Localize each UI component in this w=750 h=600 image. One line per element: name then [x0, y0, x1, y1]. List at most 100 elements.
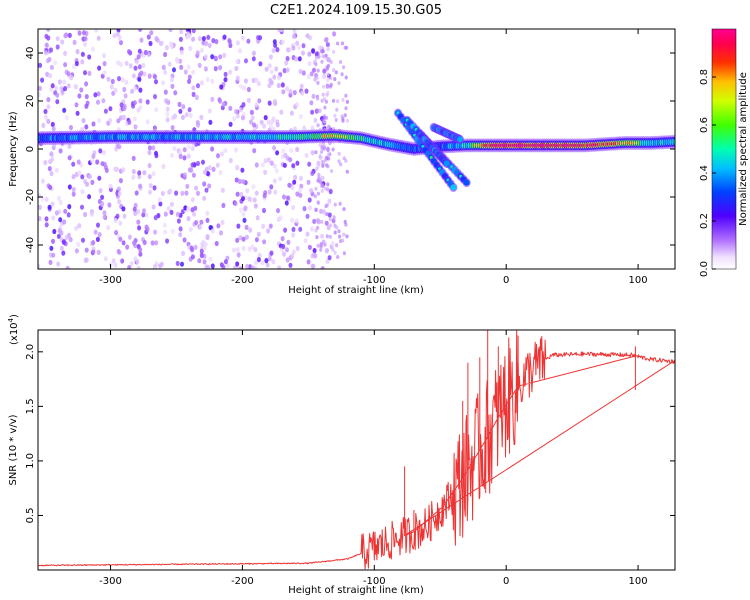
noise-cell — [117, 199, 122, 205]
noise-cell — [51, 126, 56, 132]
noise-cell — [137, 64, 142, 70]
noise-cell — [127, 234, 132, 240]
noise-cell — [58, 148, 63, 154]
noise-cell — [221, 101, 226, 107]
noise-cell — [197, 258, 202, 264]
noise-cell — [269, 250, 274, 256]
noise-cell — [238, 235, 243, 241]
noise-cell — [321, 49, 325, 54]
noise-cell — [332, 215, 336, 220]
noise-cell — [293, 126, 297, 132]
noise-cell — [322, 68, 327, 74]
noise-cell — [145, 226, 150, 232]
noise-cell — [48, 184, 53, 191]
noise-cell — [62, 79, 67, 85]
noise-cell — [319, 244, 323, 249]
noise-cell — [46, 104, 51, 110]
noise-cell — [81, 237, 85, 243]
noise-cell — [154, 107, 159, 113]
noise-cell — [128, 63, 133, 69]
noise-cell — [282, 68, 287, 74]
noise-cell — [162, 222, 167, 228]
snr-ticks: -300 -200 -100 0 100 0.5 1.0 1.5 2.0 — [25, 330, 675, 587]
noise-cell — [41, 122, 46, 128]
noise-cell — [327, 152, 331, 157]
noise-cell — [295, 40, 300, 46]
noise-cell — [312, 218, 317, 224]
noise-cell — [142, 239, 147, 246]
noise-cell — [245, 263, 250, 269]
noise-cell — [131, 174, 136, 180]
noise-cell — [43, 160, 48, 166]
noise-cell — [216, 153, 220, 159]
noise-cell — [294, 218, 299, 224]
noise-cell — [263, 115, 268, 121]
noise-cell — [331, 98, 336, 103]
noise-cell — [137, 48, 142, 54]
noise-cell — [323, 105, 327, 110]
noise-cell — [218, 65, 223, 71]
noise-cell — [326, 146, 330, 152]
noise-cell — [204, 187, 209, 193]
noise-cell — [258, 61, 263, 67]
noise-cell — [77, 93, 82, 99]
noise-cell — [174, 190, 179, 196]
noise-cell — [123, 93, 128, 99]
noise-cell — [235, 261, 240, 267]
noise-cell — [316, 123, 320, 128]
noise-cell — [335, 107, 339, 112]
noise-cell — [142, 170, 147, 176]
noise-cell — [276, 208, 280, 214]
noise-cell — [190, 197, 195, 203]
noise-cell — [172, 114, 177, 120]
noise-cell — [160, 190, 165, 197]
noise-cell — [170, 125, 175, 131]
noise-cell — [153, 94, 157, 100]
noise-cell — [177, 101, 182, 107]
noise-cell — [235, 113, 240, 119]
noise-cell — [328, 223, 332, 228]
noise-cell — [252, 148, 257, 154]
noise-cell — [102, 210, 107, 216]
noise-cell — [299, 83, 304, 89]
noise-cell — [103, 108, 108, 114]
noise-cell — [210, 78, 215, 84]
noise-cell — [138, 247, 143, 253]
noise-cell — [170, 152, 174, 158]
noise-cell — [272, 98, 277, 104]
x-tick-label: -300 — [99, 576, 122, 587]
noise-cell — [330, 169, 334, 173]
noise-cell — [75, 49, 80, 55]
noise-cell — [228, 105, 233, 111]
noise-cell — [127, 119, 132, 125]
noise-cell — [54, 210, 59, 216]
noise-cell — [44, 42, 49, 48]
noise-cell — [272, 145, 277, 151]
noise-cell — [267, 256, 272, 262]
noise-cell — [299, 183, 304, 189]
noise-cell — [214, 240, 219, 247]
noise-cell — [314, 186, 318, 191]
noise-cell — [191, 85, 196, 91]
noise-cell — [316, 96, 320, 101]
noise-cell — [205, 171, 210, 177]
noise-cell — [280, 236, 285, 242]
noise-cell — [101, 150, 106, 156]
noise-cell — [304, 152, 309, 158]
noise-cell — [288, 157, 293, 163]
noise-cell — [326, 56, 331, 63]
noise-cell — [306, 259, 311, 265]
noise-cell — [182, 237, 187, 243]
noise-cell — [256, 38, 261, 44]
noise-cell — [188, 45, 193, 52]
noise-cell — [288, 262, 293, 268]
noise-cell — [179, 49, 184, 55]
noise-cell — [312, 248, 317, 254]
noise-cell — [262, 207, 266, 214]
noise-cell — [186, 64, 191, 70]
noise-cell — [321, 54, 325, 59]
noise-cell — [91, 121, 96, 127]
noise-cell — [108, 106, 113, 112]
noise-cell — [93, 229, 98, 235]
